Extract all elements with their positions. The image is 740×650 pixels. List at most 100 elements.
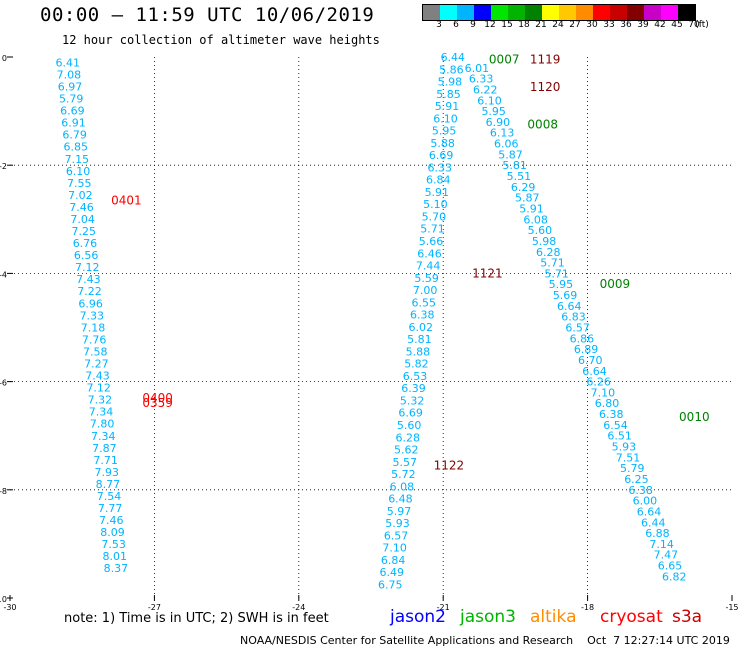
colorbar-label: 24 xyxy=(552,20,564,30)
x-tick-label: -18 xyxy=(581,603,594,612)
wave-height-value: 5.91 xyxy=(519,202,544,215)
wave-height-value: 6.69 xyxy=(429,149,454,162)
wave-height-value: 5.93 xyxy=(385,517,410,530)
wave-height-value: 5.82 xyxy=(404,358,429,371)
legend-item-altika: altika xyxy=(530,607,577,627)
wave-height-value: 5.71 xyxy=(420,223,445,236)
wave-height-value: 7.32 xyxy=(88,394,113,407)
colorbar-label: 18 xyxy=(518,20,530,30)
wave-height-value: 7.04 xyxy=(70,213,95,226)
x-tick-label: -21 xyxy=(437,603,450,612)
colorbar-label: 27 xyxy=(569,20,581,30)
wave-height-value: 6.89 xyxy=(574,343,599,356)
wave-height-value: 5.93 xyxy=(612,441,637,454)
wave-height-value: 7.00 xyxy=(413,284,438,297)
legend-item-jason2: jason2 xyxy=(390,607,446,627)
colorbar-swatch xyxy=(593,5,610,20)
wave-height-value: 6.57 xyxy=(384,529,409,542)
x-tick-label: -30 xyxy=(3,603,16,612)
wave-height-value: 6.97 xyxy=(58,80,83,93)
wave-height-value: 5.72 xyxy=(391,468,416,481)
wave-height-value: 5.98 xyxy=(532,235,557,248)
units-note: note: 1) Time is in UTC; 2) SWH is in fe… xyxy=(64,611,329,626)
x-tick-label: -27 xyxy=(148,603,161,612)
wave-height-value: 6.49 xyxy=(379,566,404,579)
grid-lines xyxy=(10,57,732,598)
colorbar-swatch xyxy=(440,5,457,20)
wave-height-value: 7.43 xyxy=(76,273,101,286)
wave-height-value: 6.80 xyxy=(595,397,620,410)
wave-height-value: 6.41 xyxy=(56,56,81,69)
wave-height-value: 5.91 xyxy=(435,100,460,113)
wave-height-value: 5.32 xyxy=(400,394,425,407)
colorbar-label: 3 xyxy=(436,20,442,30)
colorbar-label: 36 xyxy=(620,20,632,30)
wave-height-value: 7.15 xyxy=(65,153,90,166)
wave-height-value: 6.76 xyxy=(73,237,98,250)
wave-height-value: 5.69 xyxy=(553,289,578,302)
wave-height-value: 8.37 xyxy=(104,562,129,575)
wave-height-value: 5.70 xyxy=(422,210,447,223)
y-tick-label: 0 xyxy=(2,54,7,63)
wave-height-value: 7.34 xyxy=(91,430,116,443)
wave-height-value: 7.54 xyxy=(97,490,122,503)
colorbar-label: 6 xyxy=(453,20,459,30)
pass-time-label: 0010 xyxy=(679,410,710,424)
legend-item-cryosat: cryosat xyxy=(600,607,663,627)
colorbar-swatch xyxy=(423,5,440,20)
wave-height-value: 6.26 xyxy=(586,376,611,389)
page-title: 00:00 – 11:59 UTC 10/06/2019 xyxy=(40,4,375,26)
colorbar-label: (ft) xyxy=(695,20,709,30)
wave-height-value: 5.98 xyxy=(438,76,463,89)
x-tick-label: -24 xyxy=(292,603,305,612)
wave-height-value: 6.10 xyxy=(477,94,502,107)
pass-time-label: 1121 xyxy=(472,266,503,280)
wave-height-value: 6.65 xyxy=(658,560,683,573)
wave-height-value: 6.90 xyxy=(486,116,511,129)
colorbar-label: 30 xyxy=(586,20,598,30)
colorbar-swatch xyxy=(559,5,576,20)
wave-height-value: 6.22 xyxy=(473,83,498,96)
wave-height-value: 6.28 xyxy=(536,246,561,259)
wave-height-value: 6.82 xyxy=(662,570,687,583)
wave-height-value: 6.25 xyxy=(624,473,649,486)
wave-height-value: 6.10 xyxy=(66,165,91,178)
colorbar-label: 9 xyxy=(470,20,476,30)
wave-height-value: 5.62 xyxy=(394,444,419,457)
colorbar-swatch xyxy=(627,5,644,20)
wave-height-value: 5.87 xyxy=(498,148,523,161)
wave-height-value: 5.10 xyxy=(423,198,448,211)
wave-height-value: 6.84 xyxy=(426,174,451,187)
wave-height-value: 7.18 xyxy=(81,321,106,334)
wave-height-value: 5.81 xyxy=(407,333,432,346)
wave-height-value: 7.25 xyxy=(72,225,97,238)
colorbar-swatch xyxy=(525,5,542,20)
wave-height-value: 5.86 xyxy=(439,63,464,76)
wave-height-value: 7.46 xyxy=(99,514,124,527)
wave-height-value: 5.91 xyxy=(425,186,450,199)
wave-height-value: 5.79 xyxy=(620,462,645,475)
wave-height-value: 5.95 xyxy=(432,125,457,138)
wave-height-value: 7.58 xyxy=(83,345,108,358)
wave-height-value: 6.13 xyxy=(490,127,515,140)
wave-height-value: 7.27 xyxy=(84,358,109,371)
wave-height-value: 5.66 xyxy=(419,235,444,248)
wave-height-value: 5.88 xyxy=(430,137,455,150)
colorbar-swatch xyxy=(542,5,559,20)
wave-height-value: 6.69 xyxy=(398,407,423,420)
colorbar-swatch xyxy=(644,5,661,20)
wave-height-value: 7.10 xyxy=(591,386,616,399)
wave-height-value: 6.38 xyxy=(410,309,435,322)
colorbar-swatch xyxy=(457,5,474,20)
wave-height-value: 6.96 xyxy=(78,297,103,310)
wave-height-value: 6.44 xyxy=(641,516,666,529)
wave-height-value: 6.39 xyxy=(401,382,426,395)
wave-height-value: 6.51 xyxy=(607,430,632,443)
wave-height-value: 7.02 xyxy=(68,189,93,202)
wave-height-value: 6.64 xyxy=(582,365,607,378)
wave-height-value: 5.51 xyxy=(507,170,532,183)
wave-height-value: 6.64 xyxy=(557,300,582,313)
wave-height-value: 6.84 xyxy=(381,554,406,567)
